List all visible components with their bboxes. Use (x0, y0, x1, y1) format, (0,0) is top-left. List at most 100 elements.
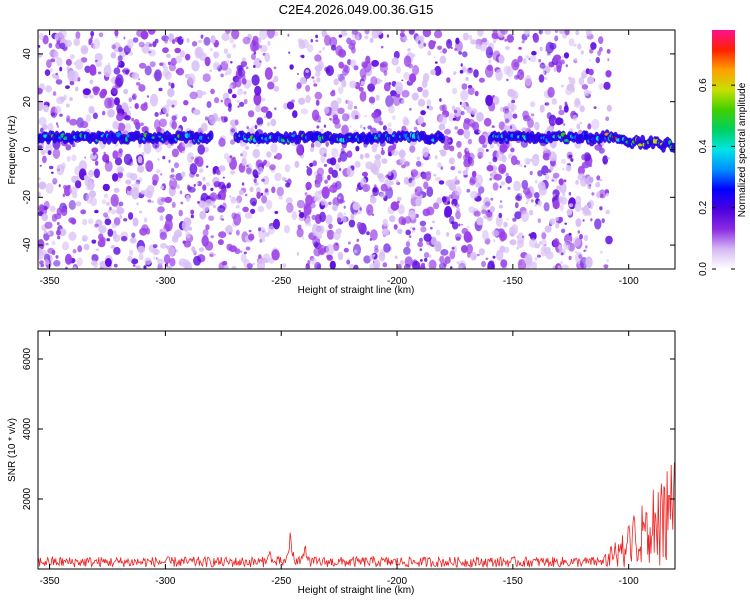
heatmap-cell (335, 45, 343, 56)
heatmap-cell (495, 215, 503, 227)
heatmap-cell (344, 33, 348, 36)
heatmap-cell (506, 66, 514, 78)
heatmap-cell (423, 181, 429, 190)
heatmap-cell (52, 177, 58, 185)
heatmap-cell (253, 65, 256, 68)
heatmap-cell (415, 197, 422, 207)
heatmap-cell (451, 87, 458, 95)
heatmap-cell (329, 260, 336, 269)
heatmap-cell (363, 255, 371, 264)
heatmap-cell (230, 128, 235, 133)
heatmap-cell (560, 252, 564, 256)
heatmap-cell (599, 250, 603, 254)
heatmap-cell (437, 45, 443, 51)
heatmap-cell (86, 186, 90, 191)
heatmap-cell (476, 112, 484, 122)
heatmap-cell (48, 42, 53, 49)
x-tick-label: -100 (619, 276, 639, 287)
heatmap-cell (502, 106, 510, 114)
heatmap-cell (403, 118, 410, 126)
heatmap-cell (59, 228, 67, 237)
heatmap-cell (329, 184, 338, 193)
heatmap-cell (558, 216, 564, 223)
heatmap-cell (195, 156, 204, 168)
heatmap-cell (470, 191, 479, 199)
heatmap-cell (296, 252, 300, 256)
heatmap-cell (284, 164, 291, 173)
heatmap-cell (506, 34, 514, 43)
heatmap-cell (82, 218, 88, 226)
heatmap-cell (234, 76, 242, 88)
heatmap-cell (382, 125, 387, 131)
heatmap-cell (450, 46, 453, 50)
heatmap-cell (267, 122, 270, 127)
heatmap-cell (55, 79, 63, 85)
heatmap-cell (597, 50, 601, 56)
heatmap-cell (523, 187, 531, 195)
heatmap-cell (564, 101, 568, 106)
heatmap-cell (131, 232, 136, 238)
heatmap-cell (41, 213, 48, 222)
heatmap-cell (315, 173, 323, 184)
heatmap-cell (190, 209, 195, 215)
heatmap-cell (418, 237, 423, 243)
heatmap-cell (374, 154, 382, 160)
heatmap-cell (251, 53, 256, 60)
heatmap-cell (78, 160, 87, 172)
heatmap-cell (577, 230, 581, 234)
heatmap-cell (311, 76, 315, 79)
heatmap-cell (445, 232, 450, 237)
heatmap-cell (586, 176, 594, 185)
heatmap-cell (331, 44, 337, 51)
heatmap-cell (258, 254, 262, 260)
heatmap-cell (210, 187, 214, 191)
heatmap-cell (103, 212, 108, 218)
heatmap-cell (451, 221, 455, 225)
heatmap-cell (537, 181, 546, 190)
heatmap-cell (466, 188, 471, 193)
heatmap-cell (568, 154, 573, 159)
heatmap-cell (559, 204, 564, 212)
heatmap-cell (353, 65, 359, 71)
heatmap-cell (213, 52, 218, 59)
heatmap-cell (220, 188, 227, 194)
heatmap-cell (317, 60, 324, 70)
heatmap-cell (337, 251, 344, 261)
heatmap-cell (306, 167, 313, 176)
heatmap-cell (51, 171, 54, 174)
heatmap-cell (311, 109, 320, 121)
heatmap-cell (179, 190, 183, 195)
heatmap-cell (335, 228, 342, 235)
heatmap-cell (259, 238, 263, 243)
heatmap-cell (355, 145, 360, 152)
heatmap-cell (379, 63, 388, 73)
heatmap-cell (589, 59, 592, 62)
heatmap-cell (596, 175, 601, 181)
heatmap-cell (193, 255, 202, 266)
heatmap-cell (472, 121, 479, 132)
heatmap-cell (47, 150, 52, 156)
heatmap-cell (514, 202, 519, 209)
heatmap-cell (475, 43, 482, 50)
heatmap-cell (500, 30, 508, 35)
heatmap-cell (241, 150, 248, 159)
heatmap-cell (423, 252, 430, 259)
heatmap-cell (117, 65, 120, 68)
heatmap-cell (51, 240, 56, 246)
heatmap-cell (401, 125, 407, 132)
heatmap-cell (452, 117, 457, 121)
heatmap-cell (174, 162, 179, 169)
heatmap-cell (273, 66, 277, 70)
heatmap-cell (349, 168, 353, 171)
heatmap-cell (263, 159, 268, 165)
heatmap-cell (167, 246, 176, 257)
heatmap-cell (477, 30, 484, 37)
heatmap-cell (289, 64, 294, 70)
heatmap-cell (146, 190, 153, 199)
heatmap-cell (568, 38, 575, 47)
x-tick-label: -200 (387, 576, 407, 587)
heatmap-cell (315, 99, 320, 106)
heatmap-cell (417, 241, 424, 248)
heatmap-cell (239, 88, 243, 91)
heatmap-cell (514, 195, 521, 201)
